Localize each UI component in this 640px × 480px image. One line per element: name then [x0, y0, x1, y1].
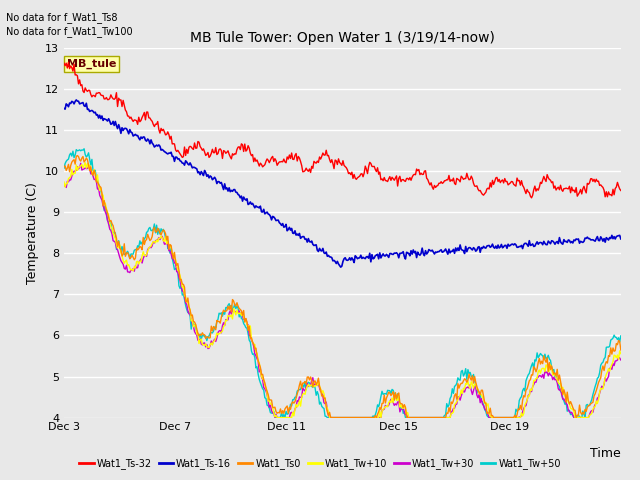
Text: Time: Time	[590, 447, 621, 460]
Text: No data for f_Wat1_Ts8: No data for f_Wat1_Ts8	[6, 12, 118, 23]
Legend: Wat1_Ts-32, Wat1_Ts-16, Wat1_Ts0, Wat1_Tw+10, Wat1_Tw+30, Wat1_Tw+50: Wat1_Ts-32, Wat1_Ts-16, Wat1_Ts0, Wat1_T…	[76, 454, 564, 473]
Y-axis label: Temperature (C): Temperature (C)	[26, 182, 40, 284]
Text: No data for f_Wat1_Tw100: No data for f_Wat1_Tw100	[6, 26, 133, 37]
Title: MB Tule Tower: Open Water 1 (3/19/14-now): MB Tule Tower: Open Water 1 (3/19/14-now…	[190, 32, 495, 46]
Text: MB_tule: MB_tule	[67, 59, 116, 69]
